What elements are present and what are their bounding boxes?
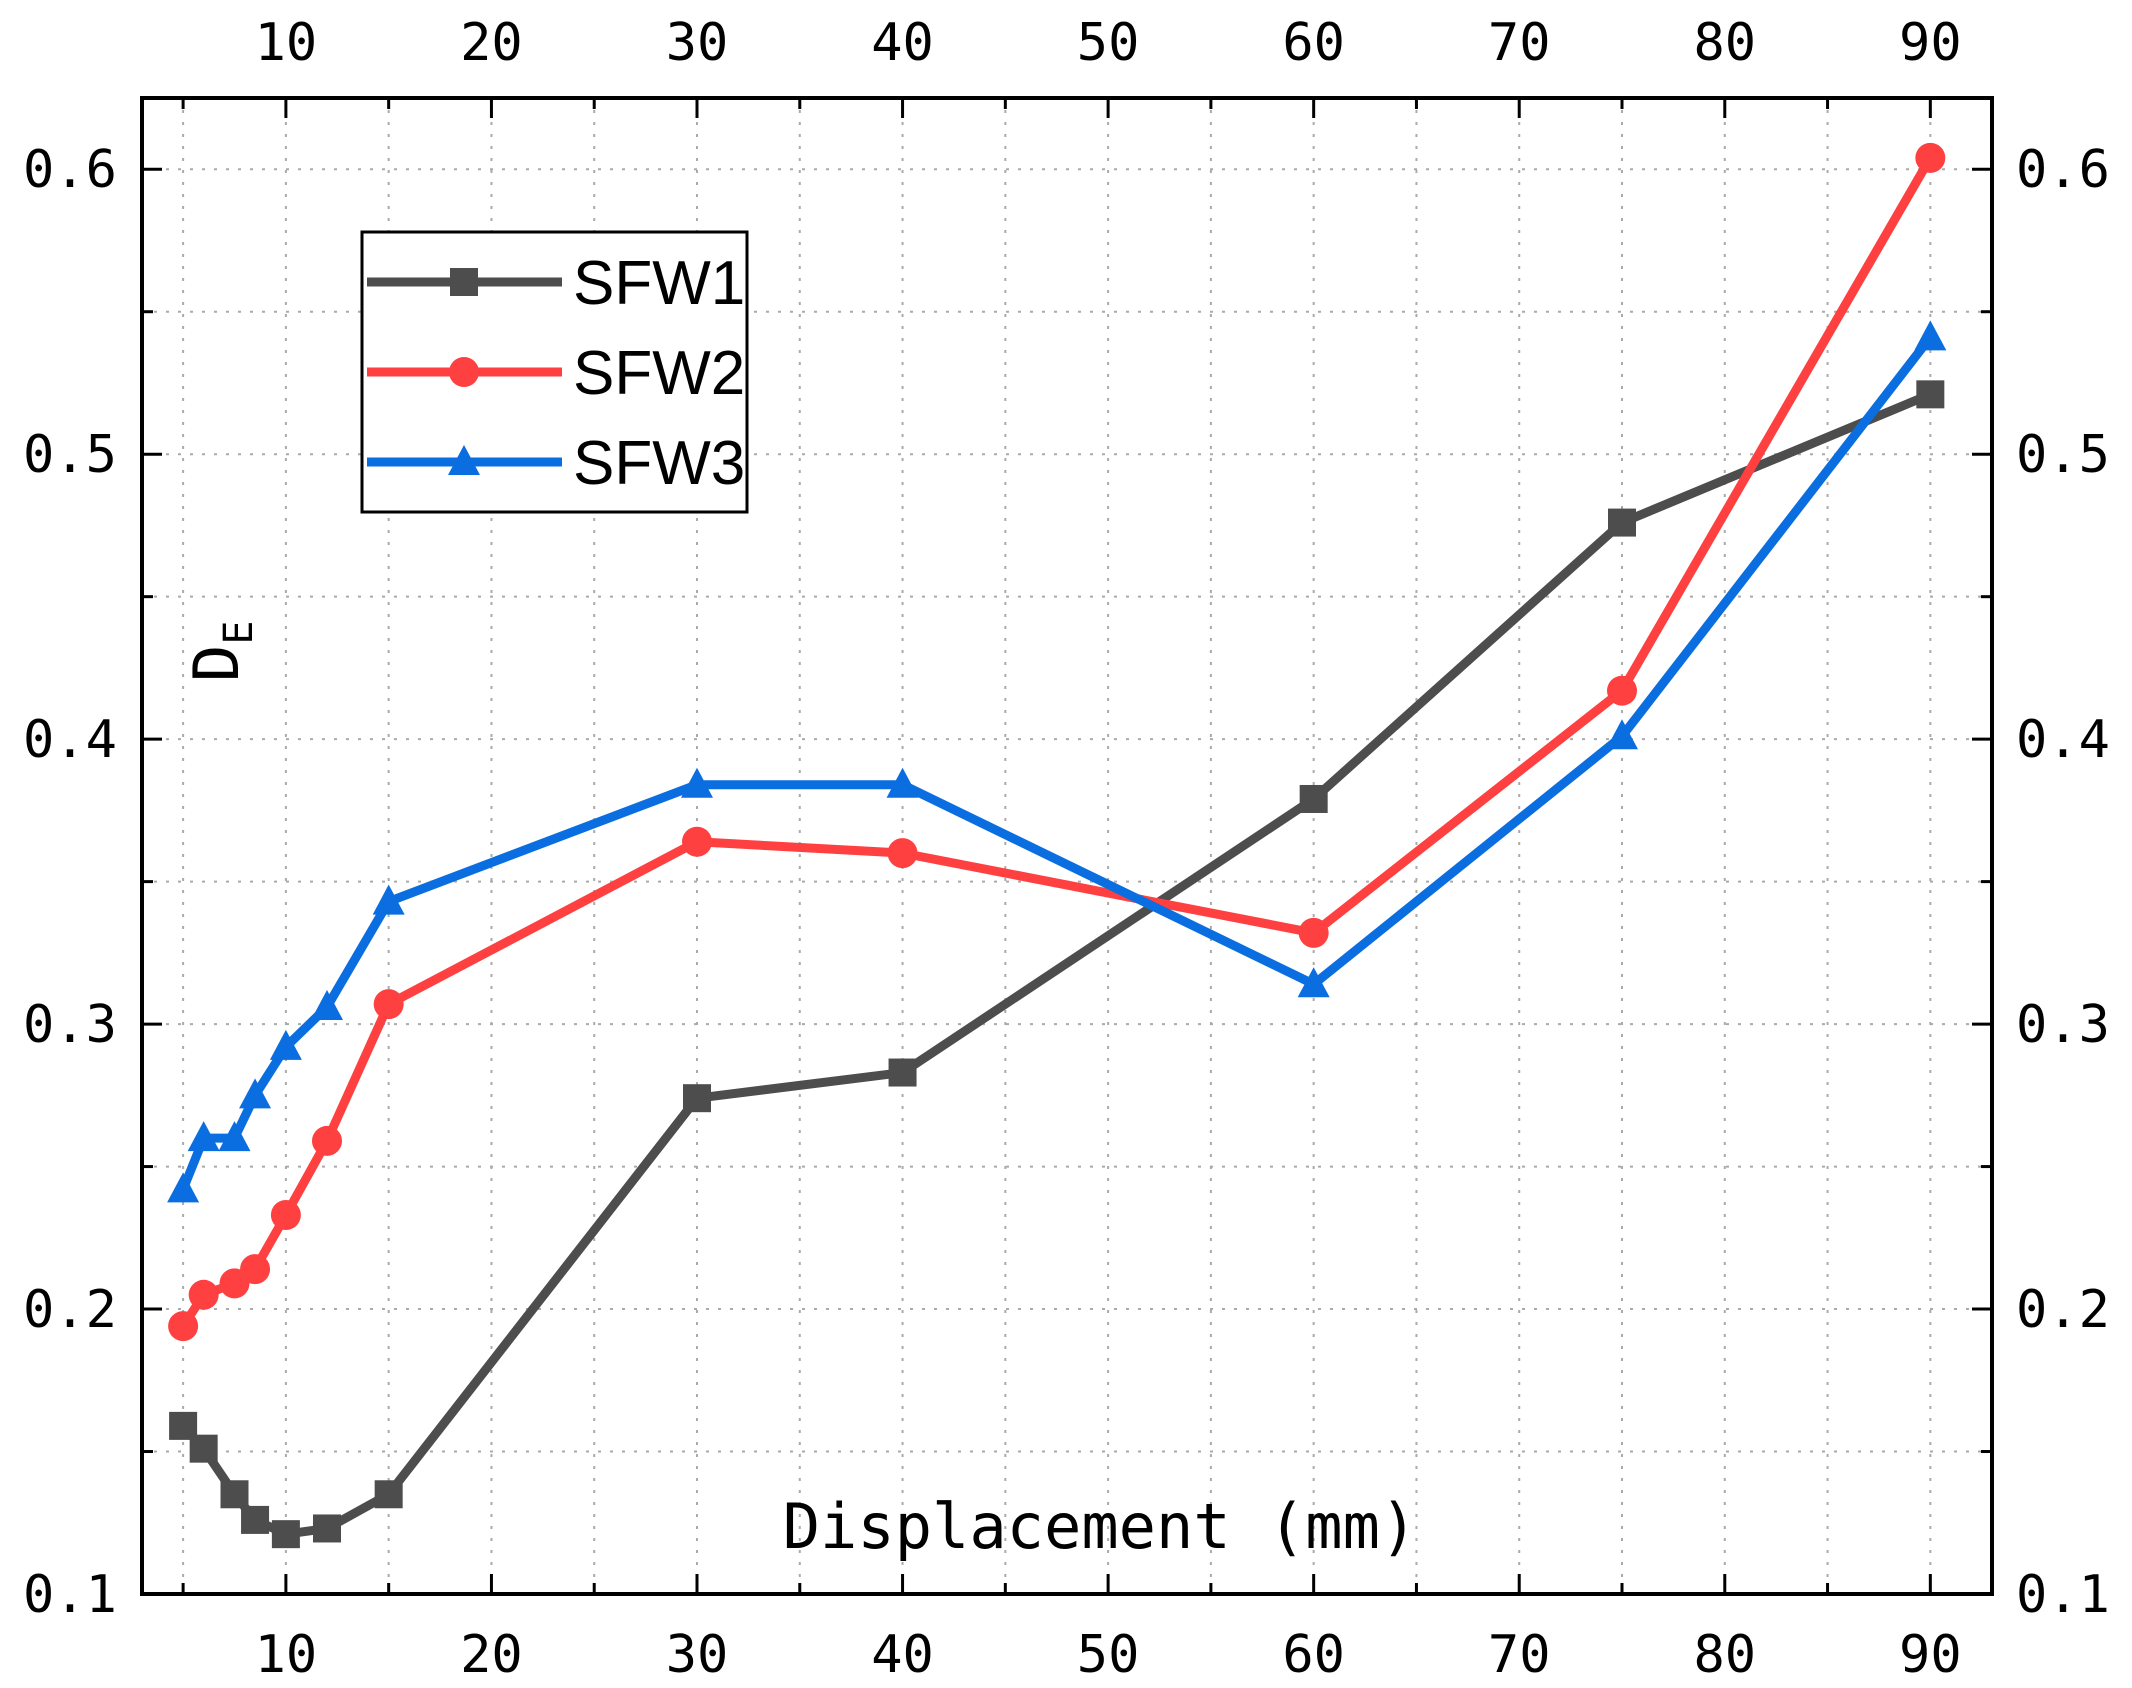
data-point-sfw2 bbox=[1298, 917, 1329, 948]
x-tick-label-top: 90 bbox=[1899, 13, 1962, 73]
data-point-sfw3 bbox=[1606, 719, 1638, 750]
y-tick-label-left: 0.4 bbox=[23, 710, 117, 770]
data-point-sfw3 bbox=[167, 1172, 200, 1203]
series-sfw1 bbox=[169, 380, 1945, 1549]
data-point-sfw3 bbox=[1297, 967, 1330, 998]
axis-ticks bbox=[142, 98, 1992, 1596]
x-tick-label-top: 40 bbox=[871, 13, 934, 73]
y-axis-title-main: D bbox=[180, 645, 253, 682]
data-point-sfw1 bbox=[683, 1084, 711, 1113]
data-point-sfw1 bbox=[313, 1514, 341, 1543]
data-point-sfw2 bbox=[1915, 142, 1946, 173]
data-point-sfw2 bbox=[168, 1311, 199, 1342]
x-axis-title: Displacement (mm) bbox=[783, 1490, 1418, 1563]
y-axis-title-sub: E bbox=[216, 621, 262, 645]
y-axis-title: DE bbox=[180, 621, 262, 682]
data-point-sfw2 bbox=[373, 989, 404, 1020]
x-tick-label-bottom: 40 bbox=[871, 1625, 934, 1685]
x-tick-label-bottom: 20 bbox=[460, 1625, 523, 1685]
x-tick-label-top: 20 bbox=[460, 13, 523, 73]
legend-label-sfw3: SFW3 bbox=[573, 429, 745, 498]
data-point-sfw2 bbox=[1607, 675, 1637, 706]
legend-label-sfw2: SFW2 bbox=[573, 339, 745, 408]
y-tick-label-left: 0.3 bbox=[23, 995, 117, 1055]
data-point-sfw1 bbox=[374, 1480, 403, 1509]
data-point-sfw3 bbox=[1914, 320, 1947, 351]
x-tick-label-bottom: 70 bbox=[1488, 1625, 1551, 1685]
x-tick-label-bottom: 50 bbox=[1077, 1625, 1140, 1685]
y-tick-label-right: 0.4 bbox=[2016, 710, 2110, 770]
data-point-sfw3 bbox=[311, 989, 343, 1020]
x-tick-label-bottom: 80 bbox=[1693, 1625, 1756, 1685]
data-point-sfw2 bbox=[270, 1200, 301, 1231]
x-tick-label-bottom: 30 bbox=[666, 1625, 729, 1685]
y-tick-label-right: 0.3 bbox=[2016, 995, 2110, 1055]
y-tick-label-left: 0.5 bbox=[23, 425, 117, 485]
y-tick-label-right: 0.5 bbox=[2016, 425, 2110, 485]
y-tick-label-right: 0.1 bbox=[2016, 1565, 2110, 1625]
x-tick-label-bottom: 90 bbox=[1899, 1625, 1962, 1685]
series-group bbox=[167, 142, 1947, 1549]
data-point-sfw1 bbox=[220, 1480, 249, 1509]
data-point-sfw1 bbox=[241, 1505, 270, 1534]
data-point-sfw3 bbox=[269, 1029, 302, 1060]
axis-tick-labels: 10 10 20 20 30 30 40 40 50 50 60 60 70 70 80 80 90 90 0.1 0… bbox=[23, 13, 2110, 1685]
x-tick-label-top: 60 bbox=[1282, 13, 1345, 73]
data-point-sfw2 bbox=[682, 826, 712, 857]
data-point-sfw1 bbox=[1299, 784, 1328, 813]
y-tick-label-left: 0.1 bbox=[23, 1565, 117, 1625]
data-point-sfw3 bbox=[681, 767, 713, 798]
legend-marker-sfw3 bbox=[448, 445, 480, 475]
data-point-sfw2 bbox=[240, 1254, 271, 1285]
y-tick-label-left: 0.2 bbox=[23, 1280, 117, 1340]
data-point-sfw3 bbox=[886, 767, 919, 798]
x-tick-label-bottom: 60 bbox=[1282, 1625, 1345, 1685]
series-sfw2 bbox=[168, 142, 1946, 1342]
data-point-sfw1 bbox=[1916, 380, 1945, 409]
data-point-sfw1 bbox=[189, 1434, 218, 1463]
data-point-sfw3 bbox=[218, 1121, 251, 1152]
data-point-sfw2 bbox=[312, 1125, 342, 1156]
x-tick-label-top: 30 bbox=[666, 13, 729, 73]
legend-marker-sfw1 bbox=[450, 268, 478, 296]
x-tick-label-top: 80 bbox=[1693, 13, 1756, 73]
y-tick-label-right: 0.2 bbox=[2016, 1280, 2110, 1340]
plot-frame bbox=[140, 96, 1994, 1596]
data-point-sfw2 bbox=[188, 1279, 219, 1310]
data-point-sfw3 bbox=[239, 1078, 272, 1109]
x-tick-label-top: 50 bbox=[1077, 13, 1140, 73]
data-point-sfw1 bbox=[271, 1520, 300, 1549]
x-tick-label-top: 70 bbox=[1488, 13, 1551, 73]
legend-marker-sfw2 bbox=[449, 357, 479, 387]
data-point-sfw3 bbox=[372, 884, 405, 915]
legend: SFW1 SFW2 SFW3 bbox=[360, 230, 749, 514]
legend-label-sfw1: SFW1 bbox=[573, 249, 745, 318]
data-point-sfw3 bbox=[187, 1121, 220, 1152]
y-tick-label-right: 0.6 bbox=[2016, 140, 2110, 200]
series-sfw3 bbox=[167, 320, 1947, 1203]
data-point-sfw1 bbox=[1608, 508, 1636, 537]
x-tick-label-bottom: 10 bbox=[255, 1625, 318, 1685]
x-tick-label-top: 10 bbox=[255, 13, 318, 73]
data-point-sfw1 bbox=[888, 1058, 917, 1087]
data-point-sfw2 bbox=[887, 838, 918, 869]
y-tick-label-left: 0.6 bbox=[23, 140, 117, 200]
